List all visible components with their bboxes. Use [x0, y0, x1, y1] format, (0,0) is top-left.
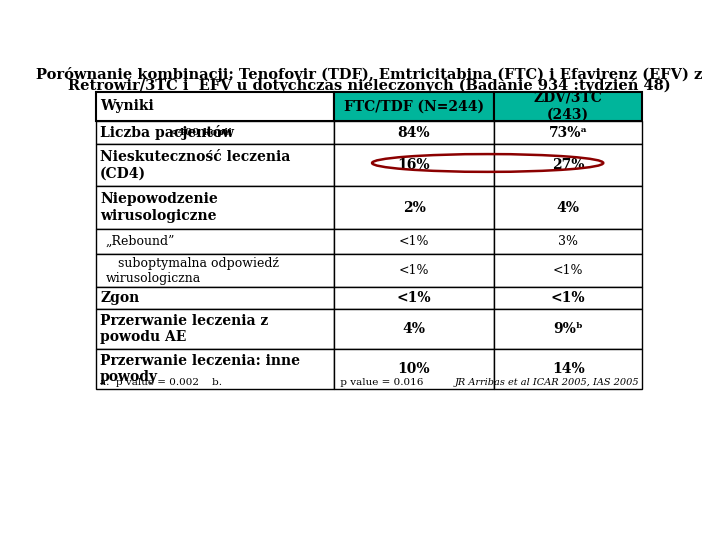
Text: 2%: 2% — [402, 201, 426, 214]
Bar — [333, 349, 495, 389]
Text: Nieskuteczność leczenia
(CD4): Nieskuteczność leczenia (CD4) — [100, 150, 290, 181]
Bar — [333, 254, 495, 287]
Text: Retrowir/3TC i  EFV u dotychczas nieleczonych (Badanie 934 :tydzień 48): Retrowir/3TC i EFV u dotychczas nieleczo… — [68, 79, 670, 93]
Bar — [333, 229, 495, 254]
Text: 16%: 16% — [397, 158, 431, 172]
Bar — [96, 121, 333, 144]
Bar — [495, 92, 642, 121]
Text: „Rebound”: „Rebound” — [106, 235, 175, 248]
Bar — [495, 144, 642, 186]
Text: 73%ᵃ: 73%ᵃ — [549, 126, 588, 139]
Text: a.  p value = 0.002    b.: a. p value = 0.002 b. — [100, 377, 222, 387]
Bar — [495, 229, 642, 254]
Text: Porównanie kombinacji: Tenofovir (TDF), Emtricitabina (FTC) i Efavirenz (EFV) z: Porównanie kombinacji: Tenofovir (TDF), … — [36, 67, 702, 82]
Text: 4%: 4% — [557, 201, 580, 214]
Text: 3%: 3% — [558, 235, 578, 248]
Text: <1%: <1% — [399, 264, 429, 277]
Text: 10%: 10% — [397, 362, 431, 376]
Text: <1%: <1% — [553, 264, 583, 277]
Text: Przerwanie leczenia z
powodu AE: Przerwanie leczenia z powodu AE — [100, 314, 269, 345]
Bar — [333, 309, 495, 349]
Text: Niepowodzenie
wirusologiczne: Niepowodzenie wirusologiczne — [100, 192, 218, 223]
Text: <1%: <1% — [399, 235, 429, 248]
Text: 14%: 14% — [552, 362, 585, 376]
Text: <1%: <1% — [551, 291, 585, 305]
Bar — [333, 92, 495, 121]
Text: 9%ᵇ: 9%ᵇ — [553, 322, 583, 336]
Bar — [96, 309, 333, 349]
Bar — [96, 349, 333, 389]
Bar — [495, 309, 642, 349]
Text: FTC/TDF (N=244): FTC/TDF (N=244) — [344, 99, 484, 113]
Text: Wyniki: Wyniki — [100, 99, 154, 113]
Bar — [96, 287, 333, 309]
Text: 27%: 27% — [552, 158, 585, 172]
Bar — [495, 186, 642, 229]
Text: JR Arribas et al ICAR 2005, IAS 2005: JR Arribas et al ICAR 2005, IAS 2005 — [455, 377, 639, 387]
Bar — [96, 186, 333, 229]
Text: 4%: 4% — [402, 322, 426, 336]
Bar — [333, 121, 495, 144]
Bar — [96, 254, 333, 287]
Bar — [333, 144, 495, 186]
Bar — [96, 229, 333, 254]
Bar — [96, 144, 333, 186]
Bar — [333, 186, 495, 229]
Text: p value = 0.016: p value = 0.016 — [338, 377, 424, 387]
Bar — [495, 254, 642, 287]
Text: suboptymalna odpowiedź
wirusologiczna: suboptymalna odpowiedź wirusologiczna — [106, 256, 279, 285]
Bar — [96, 92, 333, 121]
Text: Przerwanie leczenia: inne
powody: Przerwanie leczenia: inne powody — [100, 354, 300, 384]
Bar — [495, 121, 642, 144]
Text: 84%: 84% — [397, 126, 431, 139]
Text: Liczba pacjentów: Liczba pacjentów — [100, 125, 239, 140]
Text: <400 kopii: <400 kopii — [168, 128, 232, 137]
Text: <1%: <1% — [397, 291, 431, 305]
Text: Zgon: Zgon — [100, 291, 140, 305]
Bar — [333, 287, 495, 309]
Bar — [495, 287, 642, 309]
Text: ZDV/3TC
(243): ZDV/3TC (243) — [534, 91, 603, 122]
Bar — [495, 349, 642, 389]
